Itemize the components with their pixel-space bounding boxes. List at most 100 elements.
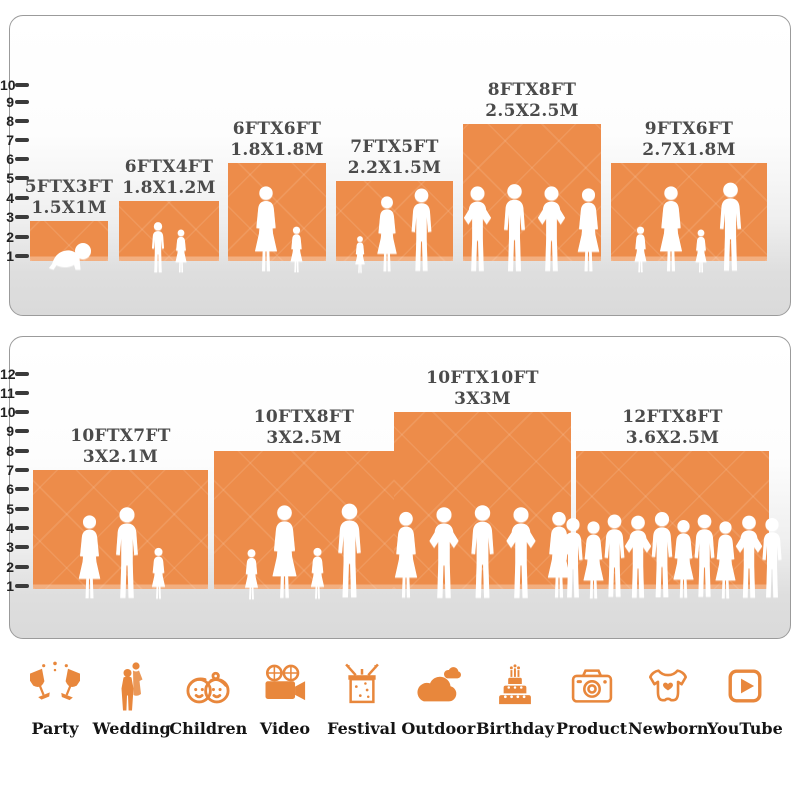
ruler-mark: 9 <box>0 95 29 109</box>
outdoor-icon <box>417 667 462 702</box>
ruler-mark: 7 <box>0 463 29 477</box>
category-outdoor: Outdoor <box>401 660 475 738</box>
size-ft: 6FTX6FT <box>232 119 322 139</box>
girl-silhouette <box>173 229 189 274</box>
ruler-mark: 5 <box>0 502 29 516</box>
man-silhouette <box>534 186 569 274</box>
girl-silhouette <box>308 547 327 601</box>
size-label: 6FTX4FT 1.8X1.2M <box>99 157 239 199</box>
ruler-mark: 9 <box>0 424 29 438</box>
mother-silhouette <box>250 186 282 274</box>
backdrop-block-10ftx8ft <box>214 451 394 589</box>
tick-mark <box>15 372 29 376</box>
woman-silhouette <box>74 515 105 601</box>
ruler-number: 1 <box>6 248 14 264</box>
tick-mark <box>15 83 29 87</box>
man-silhouette <box>466 505 499 601</box>
ruler-number: 7 <box>6 132 14 148</box>
child-silhouette <box>693 229 709 274</box>
size-ft: 7FTX5FT <box>350 137 439 157</box>
tick-mark <box>15 429 29 433</box>
size-m: 3.6X2.5M <box>625 428 720 448</box>
silhouette-group <box>33 507 208 601</box>
boy-silhouette <box>149 222 167 274</box>
children-icon <box>186 671 230 704</box>
size-m: 1.8X1.8M <box>230 140 324 160</box>
ruler-mark: 3 <box>0 540 29 554</box>
ruler-mark: 11 <box>0 386 29 400</box>
backdrop-block-6ftx4ft <box>119 201 219 261</box>
size-m: 3X2.1M <box>82 447 159 467</box>
category-label: Newborn <box>628 719 709 738</box>
ruler-mark: 10 <box>0 405 29 419</box>
size-label: 6FTX6FT 1.8X1.8M <box>208 119 346 161</box>
ruler-number: 2 <box>6 559 14 575</box>
size-label: 9FTX6FT 2.7X1.8M <box>591 119 787 161</box>
tick-mark <box>15 410 29 414</box>
silhouette-group <box>228 186 326 274</box>
tick-mark <box>15 391 29 395</box>
ruler-mark: 8 <box>0 114 29 128</box>
ruler-number: 8 <box>6 443 14 459</box>
ruler-number: 3 <box>6 209 14 225</box>
silhouette-group <box>336 188 453 274</box>
tick-mark <box>15 100 29 104</box>
woman-silhouette <box>390 511 422 601</box>
category-birthday: Birthday <box>476 660 554 738</box>
man-silhouette <box>460 186 495 274</box>
category-label: Video <box>259 719 311 738</box>
category-party: Party <box>20 660 90 738</box>
man-silhouette <box>425 507 463 601</box>
size-m: 1.5X1M <box>31 198 107 218</box>
category-label: Children <box>169 719 248 738</box>
ruler-mark: 7 <box>0 133 29 147</box>
tick-mark <box>15 176 29 180</box>
tick-mark <box>15 507 29 511</box>
silhouette-group <box>119 222 219 274</box>
size-ft: 6FTX4FT <box>124 157 214 177</box>
wedding-icon <box>121 662 143 711</box>
tick-mark <box>15 215 29 219</box>
ruler-number: 4 <box>6 520 14 536</box>
ruler-mark: 3 <box>0 210 29 224</box>
size-label: 8FTX8FT 2.5X2.5M <box>443 80 621 122</box>
size-ft: 10FTX7FT <box>70 426 171 446</box>
silhouette-group <box>214 503 394 601</box>
backdrop-block-12ftx8ft <box>576 451 769 589</box>
size-label: 10FTX8FT 3X2.5M <box>214 407 394 449</box>
silhouette-group <box>394 505 571 601</box>
ruler-mark: 4 <box>0 521 29 535</box>
ruler-mark: 2 <box>0 230 29 244</box>
backdrop-block-5ftx3ft <box>30 221 108 261</box>
woman-silhouette <box>655 186 687 274</box>
category-children: Children <box>169 660 247 738</box>
ruler-mark: 5 <box>0 171 29 185</box>
ruler-number: 2 <box>6 229 14 245</box>
tick-mark <box>15 157 29 161</box>
festival-icon <box>344 663 379 704</box>
category-label: Product <box>556 719 628 738</box>
ruler-number: 10 <box>0 404 16 420</box>
tick-mark <box>15 545 29 549</box>
ruler-number: 9 <box>6 423 14 439</box>
woman-silhouette <box>373 196 401 274</box>
tick-mark <box>15 487 29 491</box>
size-label: 7FTX5FT 2.2X1.5M <box>316 137 473 179</box>
ruler-number: 8 <box>6 113 14 129</box>
category-label: Festival <box>327 719 397 738</box>
ruler-number: 11 <box>0 385 15 401</box>
ruler-number: 12 <box>0 366 16 382</box>
tick-mark <box>15 254 29 258</box>
size-m: 1.8X1.2M <box>122 178 216 198</box>
ruler-number: 10 <box>0 77 16 93</box>
ruler-mark: 2 <box>0 560 29 574</box>
category-wedding: Wedding <box>93 660 171 738</box>
category-youtube: YouTube <box>707 660 783 738</box>
ruler-number: 6 <box>6 481 14 497</box>
ruler-number: 3 <box>6 539 14 555</box>
category-newborn: Newborn <box>628 660 709 738</box>
backdrop-block-9ftx6ft <box>611 163 767 261</box>
ruler-number: 4 <box>6 190 14 206</box>
ruler-mark: 12 <box>0 367 29 381</box>
